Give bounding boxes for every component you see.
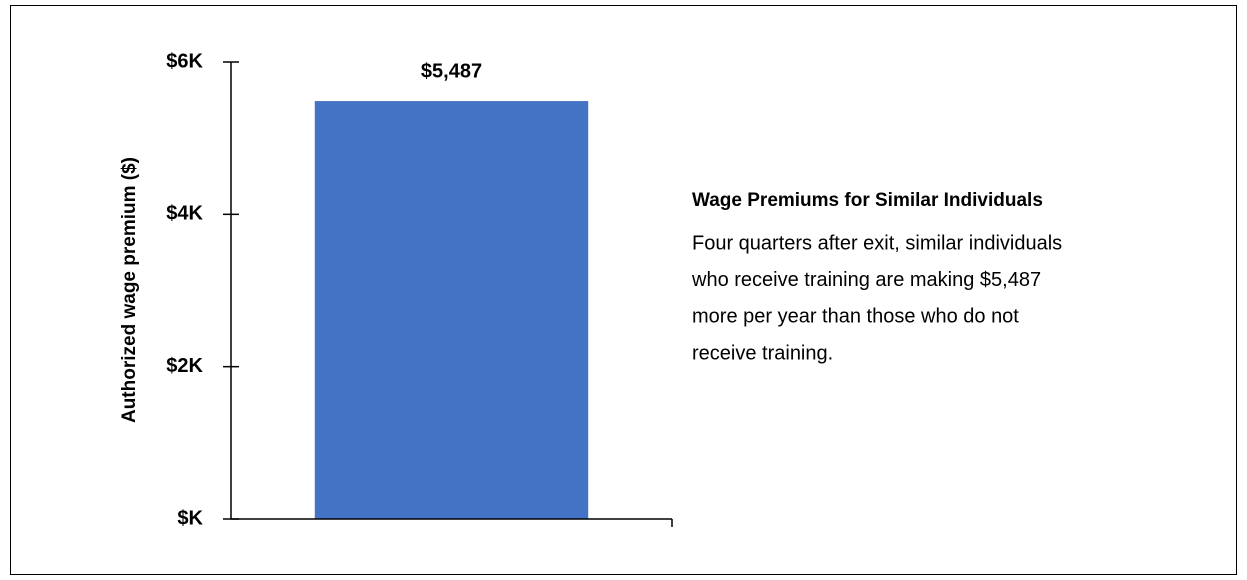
side-text-line: who receive training are making $5,487 <box>691 269 1041 291</box>
bar <box>314 101 589 520</box>
y-tick-label: $4K <box>166 203 203 225</box>
y-tick-label: $6K <box>166 50 203 72</box>
y-tick-label: $K <box>177 507 203 529</box>
side-title: Wage Premiums for Similar Individuals <box>692 190 1043 211</box>
value-label: $5,487 <box>421 60 482 82</box>
side-text-line: Four quarters after exit, similar indivi… <box>692 232 1062 254</box>
y-axis-label: Authorized wage premium ($) <box>119 157 140 423</box>
side-text-line: receive training. <box>692 342 833 364</box>
y-tick-label: $2K <box>166 355 203 377</box>
frame <box>10 5 1237 575</box>
side-text-line: more per year than those who do not <box>692 306 1019 328</box>
